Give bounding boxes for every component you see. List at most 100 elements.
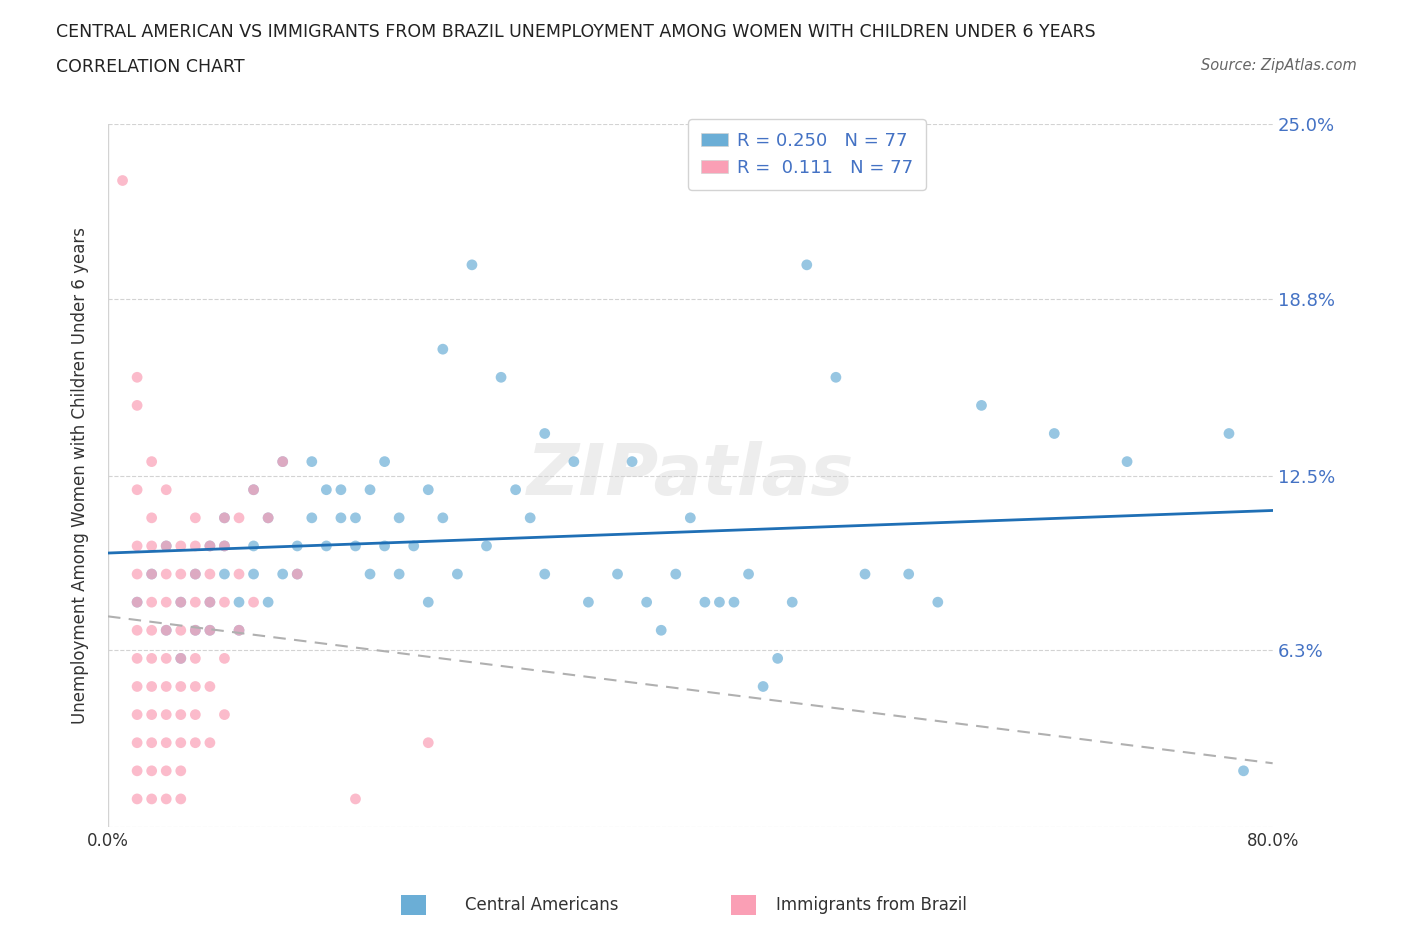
Point (155, 623, 177, 638)
Point (374, 538, 396, 553)
Point (315, 483, 337, 498)
Point (184, 679, 207, 694)
Point (214, 511, 236, 525)
Point (228, 566, 250, 581)
Point (141, 511, 163, 525)
Point (636, 594, 658, 609)
Text: Immigrants from Brazil: Immigrants from Brazil (776, 896, 967, 913)
Point (155, 538, 177, 553)
Point (155, 594, 177, 609)
Point (329, 511, 352, 525)
Point (562, 454, 585, 469)
Point (329, 483, 352, 498)
Point (228, 623, 250, 638)
Point (184, 511, 207, 525)
Point (1043, 426, 1066, 441)
Point (127, 736, 149, 751)
Text: CORRELATION CHART: CORRELATION CHART (56, 58, 245, 75)
Point (170, 764, 193, 778)
Point (155, 764, 177, 778)
Point (141, 538, 163, 553)
Point (475, 538, 498, 553)
Point (155, 707, 177, 722)
Point (374, 454, 396, 469)
Point (184, 623, 207, 638)
Text: Source: ZipAtlas.com: Source: ZipAtlas.com (1201, 58, 1357, 73)
Point (170, 623, 193, 638)
Point (897, 566, 920, 581)
Point (214, 566, 236, 581)
Point (198, 623, 221, 638)
Point (519, 511, 541, 525)
Point (257, 511, 280, 525)
Point (141, 679, 163, 694)
Point (170, 736, 193, 751)
Point (359, 566, 381, 581)
Point (446, 566, 468, 581)
Point (242, 483, 264, 498)
Point (242, 483, 264, 498)
Point (198, 736, 221, 751)
Point (780, 594, 803, 609)
Point (127, 594, 149, 609)
Point (344, 538, 367, 553)
Point (1232, 764, 1254, 778)
Point (155, 651, 177, 666)
Point (301, 454, 323, 469)
Point (285, 538, 308, 553)
Point (344, 511, 367, 525)
Point (170, 594, 193, 609)
Point (127, 566, 149, 581)
Point (214, 511, 236, 525)
Point (432, 511, 454, 525)
Point (170, 651, 193, 666)
Legend: R = 0.250   N = 77, R =  0.111   N = 77: R = 0.250 N = 77, R = 0.111 N = 77 (688, 119, 925, 190)
Point (155, 679, 177, 694)
Point (184, 651, 207, 666)
Point (752, 679, 775, 694)
Point (505, 483, 527, 498)
Point (489, 370, 512, 385)
Point (141, 764, 163, 778)
Point (127, 764, 149, 778)
Point (127, 623, 149, 638)
Point (111, 173, 134, 188)
Point (853, 566, 876, 581)
Point (533, 566, 555, 581)
Point (155, 623, 177, 638)
Point (198, 538, 221, 553)
Point (737, 566, 759, 581)
Point (214, 538, 236, 553)
Point (184, 707, 207, 722)
Point (170, 707, 193, 722)
Point (155, 538, 177, 553)
Point (388, 566, 411, 581)
Text: CENTRAL AMERICAN VS IMMIGRANTS FROM BRAZIL UNEMPLOYMENT AMONG WOMEN WITH CHILDRE: CENTRAL AMERICAN VS IMMIGRANTS FROM BRAZ… (56, 23, 1095, 41)
Point (170, 679, 193, 694)
Point (127, 370, 149, 385)
Point (170, 791, 193, 806)
Point (184, 538, 207, 553)
Point (271, 454, 294, 469)
Point (184, 566, 207, 581)
Point (709, 594, 731, 609)
Point (242, 538, 264, 553)
Point (723, 594, 745, 609)
Point (214, 707, 236, 722)
Point (170, 538, 193, 553)
Point (1116, 454, 1139, 469)
Point (533, 426, 555, 441)
Point (228, 511, 250, 525)
Point (927, 594, 949, 609)
Point (578, 594, 600, 609)
Point (184, 623, 207, 638)
Point (796, 258, 818, 272)
Point (198, 679, 221, 694)
Point (621, 454, 644, 469)
Point (461, 258, 484, 272)
Point (418, 483, 440, 498)
Point (127, 791, 149, 806)
Point (141, 651, 163, 666)
Point (127, 483, 149, 498)
Point (970, 398, 993, 413)
